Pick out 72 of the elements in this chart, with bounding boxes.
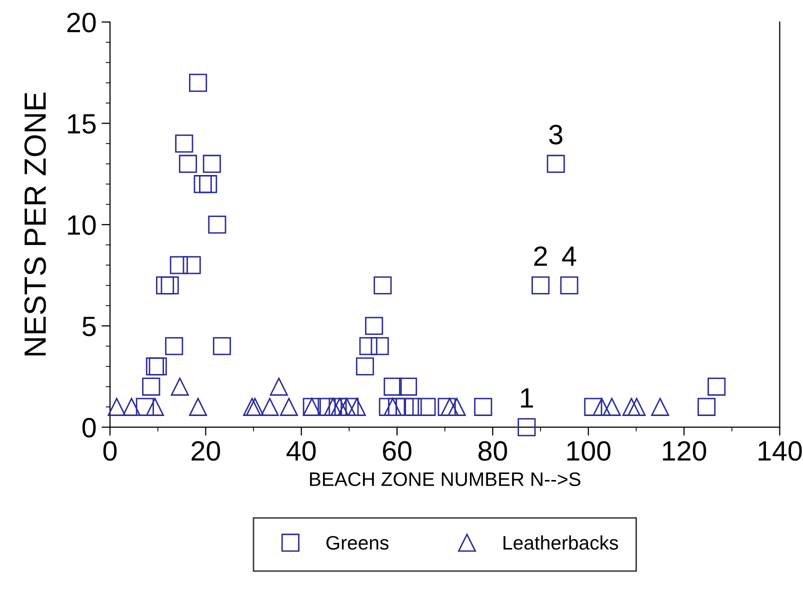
point — [448, 398, 466, 416]
point — [199, 175, 218, 194]
point — [697, 398, 716, 416]
y-tick-label: 15 — [68, 114, 96, 134]
x-axis-title: BEACH ZONE NUMBER N-->S — [310, 472, 580, 486]
point — [170, 378, 189, 396]
point — [170, 256, 188, 274]
x-tick-label: 40 — [286, 441, 316, 461]
y-tick-label: 5 — [82, 316, 96, 336]
point — [438, 398, 456, 416]
point — [708, 378, 726, 396]
point — [399, 378, 418, 396]
annotation: 2 — [534, 246, 547, 266]
point — [175, 134, 194, 153]
annotation: 1 — [521, 388, 534, 408]
point — [532, 276, 550, 294]
point — [651, 398, 670, 416]
point — [518, 418, 536, 436]
annotation: 4 — [562, 246, 576, 266]
y-tick-label: 10 — [68, 215, 96, 235]
x-tick-label: 100 — [567, 441, 610, 461]
point — [348, 398, 366, 416]
x-tick-label: 120 — [662, 441, 706, 461]
point — [474, 398, 492, 416]
point — [202, 154, 221, 173]
point — [136, 398, 154, 416]
point — [260, 398, 279, 416]
point — [208, 216, 226, 234]
point — [384, 378, 402, 396]
point — [122, 398, 141, 416]
point — [270, 378, 288, 396]
annotation: 3 — [549, 124, 562, 144]
point — [108, 398, 126, 416]
x-tick-label: 140 — [758, 441, 802, 461]
point — [182, 256, 201, 274]
point — [165, 337, 184, 356]
point — [404, 398, 422, 416]
legend-label: Leatherbacks — [504, 535, 618, 550]
point — [146, 398, 164, 416]
x-tick-label: 80 — [478, 441, 508, 461]
y-tick-label: 0 — [82, 418, 96, 438]
x-tick-label: 60 — [382, 441, 412, 461]
point — [560, 276, 578, 294]
point — [628, 398, 646, 416]
point — [370, 337, 389, 356]
x-tick-label: 0 — [103, 441, 117, 461]
point — [212, 337, 231, 356]
point — [359, 337, 378, 356]
point — [156, 276, 174, 294]
point — [280, 398, 298, 416]
point — [194, 175, 212, 194]
y-axis-title: NESTS PER ZONE — [24, 92, 46, 356]
point — [418, 398, 436, 416]
point — [189, 74, 208, 92]
point — [374, 276, 392, 294]
point — [546, 154, 565, 173]
point — [622, 398, 640, 416]
point — [584, 398, 602, 416]
point — [602, 398, 621, 416]
point — [365, 316, 384, 335]
legend-label: Greens — [326, 536, 389, 550]
point — [160, 276, 179, 294]
point — [142, 378, 160, 396]
point — [318, 398, 336, 416]
point — [146, 357, 164, 376]
y-tick-label: 20 — [67, 12, 96, 32]
x-tick-label: 20 — [192, 441, 220, 461]
point — [178, 154, 198, 173]
point — [148, 357, 167, 376]
point — [356, 357, 374, 376]
point — [340, 398, 359, 416]
point — [189, 398, 208, 416]
